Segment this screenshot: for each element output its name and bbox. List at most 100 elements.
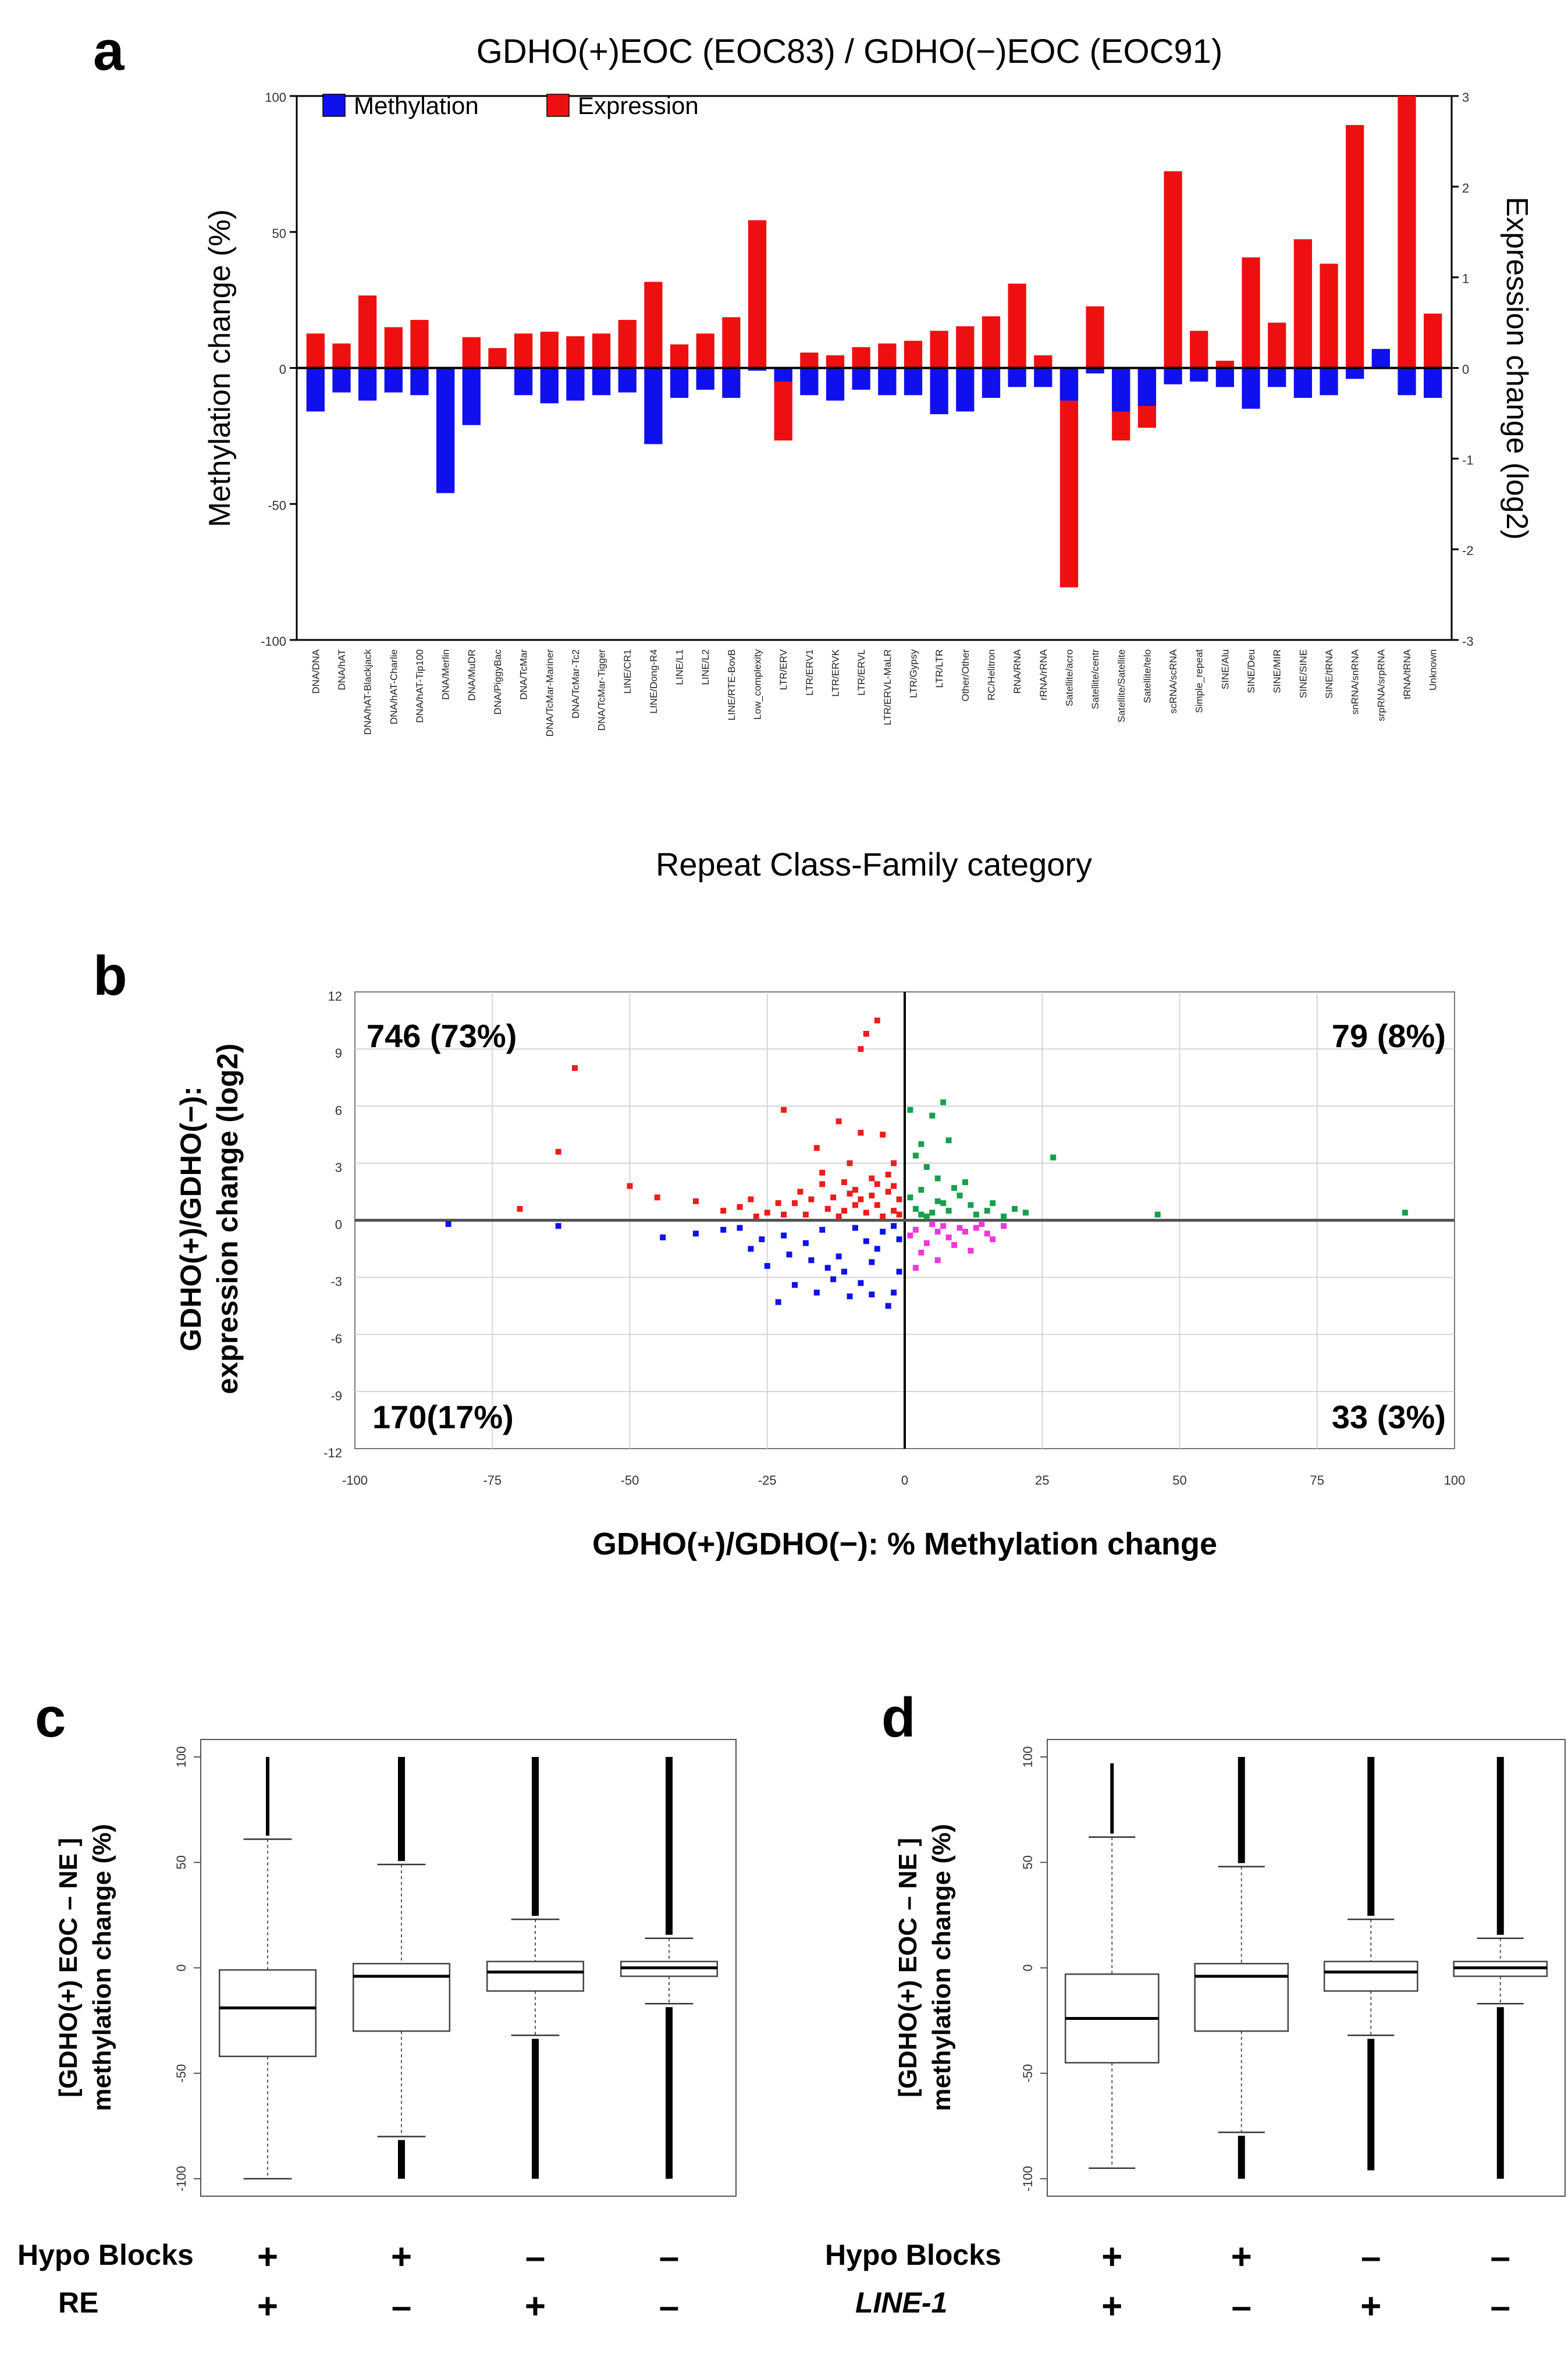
category-label: Other/Other (960, 649, 971, 702)
category-label: tRNA/tRNA (1402, 649, 1413, 699)
chart-c-boxes: 100 50 0 -50 -100 + + + – – + – – (174, 1746, 719, 2326)
methylation-bar (1137, 368, 1157, 406)
scatter-point-hypo-up (880, 1213, 886, 1219)
scatter-point-hyper-up (918, 1187, 925, 1193)
scatter-point-hypo-down (802, 1240, 809, 1246)
group-sign-label: – (659, 2237, 679, 2277)
expression-bar (1346, 124, 1364, 368)
group-sign-label: + (1231, 2237, 1252, 2277)
scatter-point-hyper-down (912, 1265, 919, 1271)
right-tick-label: 1 (1462, 272, 1469, 286)
methylation-bar (670, 368, 689, 398)
category-label: Satellite/Satellite (1116, 649, 1127, 723)
scatter-point-hypo-up (858, 1046, 864, 1052)
scatter-point-hyper-down (951, 1242, 958, 1248)
expression-bar (618, 319, 637, 368)
scatter-point-hypo-down (863, 1238, 869, 1244)
expression-bar (930, 330, 948, 368)
category-label: DNA/Merlin (440, 649, 451, 700)
scatter-point-hypo-up (737, 1204, 743, 1210)
expression-bar (956, 326, 975, 368)
category-label: DNA/TcMar-Mariner (544, 649, 555, 737)
x-tick-label: -25 (758, 1473, 777, 1488)
category-label: DNA/DNA (310, 649, 321, 693)
scatter-point-hypo-down (775, 1299, 781, 1305)
scatter-point-hyper-down (968, 1247, 974, 1254)
scatter-point-hyper-up (990, 1200, 996, 1207)
category-label: LTR/LTR (934, 649, 945, 688)
expression-bar (1034, 355, 1053, 368)
group-sign-label: – (1491, 2286, 1510, 2326)
scatter-point-hyper-up (1154, 1211, 1161, 1218)
expression-bar (826, 355, 845, 368)
legend-methylation-label: Methylation (354, 92, 479, 119)
scatter-point-hyper-down (962, 1229, 968, 1235)
chart-a-ylabel: Methylation change (%) (203, 209, 237, 527)
category-label: LINE/L1 (674, 649, 685, 685)
expression-bar (878, 343, 897, 368)
category-label: snRNA/snRNA (1350, 649, 1361, 714)
scatter-point-hypo-up (819, 1169, 826, 1176)
group-sign-label: – (525, 2237, 545, 2277)
right-tick-label: 2 (1462, 181, 1469, 195)
chart-a-legend: Methylation Expression (322, 92, 699, 119)
methylation-bar (722, 368, 741, 398)
panel-c-label: c (35, 1687, 66, 1749)
expression-bar (332, 343, 351, 368)
scatter-point-hypo-down (737, 1225, 743, 1231)
scatter-point-hypo-down (891, 1223, 897, 1229)
scatter-point-hypo-up (863, 1209, 869, 1216)
scatter-point-hyper-down (984, 1230, 990, 1237)
scatter-point-hypo-up (841, 1179, 848, 1186)
category-label: Unknown (1428, 649, 1439, 691)
scatter-point-hypo-down (869, 1292, 875, 1298)
scatter-point-hypo-up (869, 1192, 875, 1198)
methylation-bar (592, 368, 611, 396)
right-tick-label: -2 (1462, 543, 1474, 558)
scatter-point-hypo-down (847, 1293, 853, 1300)
methylation-bar (930, 368, 948, 414)
x-tick-label: 50 (1172, 1473, 1186, 1488)
scatter-point-hypo-up (802, 1211, 809, 1218)
scatter-point-hyper-up (907, 1107, 913, 1113)
left-tick-label: 0 (279, 362, 286, 377)
scatter-point-hypo-up (835, 1118, 842, 1125)
category-label: Simple_repeat (1194, 649, 1205, 713)
box-iqr (218, 1969, 317, 2057)
scatter-point-hypo-up (572, 1065, 578, 1071)
chart-a-bars (306, 96, 1442, 588)
scatter-point-hypo-up (858, 1196, 864, 1203)
quadrant-label-bottom-left: 170(17%) (372, 1399, 514, 1435)
right-tick-label: 0 (1462, 362, 1469, 377)
scatter-point-hypo-down (720, 1226, 727, 1233)
chart-d-row-label-line1: LINE-1 (855, 2286, 947, 2319)
group-sign-label: – (659, 2286, 679, 2326)
category-label: rRNA/rRNA (1038, 649, 1049, 700)
methylation-bar (982, 368, 1001, 398)
scatter-point-hypo-down (808, 1257, 815, 1264)
x-tick-label: 25 (1035, 1473, 1049, 1488)
group-sign-label: + (257, 2237, 278, 2277)
category-label: DNA/TcMar-Tc2 (570, 649, 581, 718)
group-sign-label: – (392, 2286, 411, 2326)
right-tick-label: -1 (1462, 453, 1474, 467)
scatter-point-hyper-up (934, 1198, 941, 1204)
category-label: SINE/SINE (1297, 649, 1309, 698)
y-tick-label: 0 (1021, 1964, 1035, 1971)
group-sign-label: + (391, 2237, 412, 2277)
y-tick-label: 9 (335, 1046, 342, 1061)
chart-b-ylabel-line2: expression change (log2) (211, 1044, 244, 1394)
scatter-point-hyper-up (923, 1213, 930, 1219)
scatter-point-hyper-up (918, 1211, 925, 1218)
scatter-point-hyper-down (912, 1226, 919, 1233)
y-tick-label: -50 (174, 2064, 189, 2083)
expression-bar (800, 353, 819, 368)
scatter-point-hyper-up (968, 1202, 974, 1208)
category-label: DNA/hAT-Tip100 (414, 649, 425, 723)
methylation-bar (566, 368, 585, 401)
legend-methylation-swatch (322, 94, 346, 117)
scatter-point-hyper-down (923, 1240, 930, 1246)
scatter-point-hyper-up (929, 1112, 936, 1119)
expression-bar (722, 317, 741, 368)
scatter-point-hypo-up (824, 1205, 831, 1212)
